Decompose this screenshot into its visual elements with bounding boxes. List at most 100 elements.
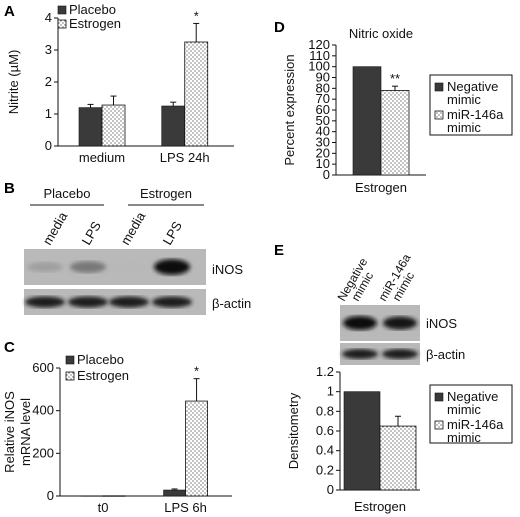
- legend-swatch: [434, 110, 444, 120]
- y-tick-label: 0.4: [316, 443, 334, 458]
- bar-dots: [101, 104, 126, 147]
- y-tick-label: 200: [32, 445, 54, 460]
- y-tick-label: 0.8: [316, 403, 334, 418]
- inos-band: [383, 316, 417, 330]
- blot-e-actin-strip: [340, 343, 420, 365]
- legend-label: mimic: [447, 402, 481, 417]
- y-axis-label: Relative iNOS: [2, 391, 17, 473]
- blot-e-band-actin: β-actin: [426, 347, 465, 362]
- bar-dots: [380, 90, 410, 176]
- inos-band: [154, 259, 190, 275]
- y-tick-label: 70: [316, 91, 330, 106]
- y-tick-label: 600: [32, 360, 54, 375]
- legend-label: miR-146a: [447, 417, 504, 432]
- legend-label: mimic: [447, 92, 481, 107]
- y-tick-label: 120: [308, 37, 330, 52]
- chart-a: 0 1 2 3 4 Nitrite (µM) medium LPS 24h * PlaceboEs…: [6, 2, 234, 165]
- y-tick-label: 40: [316, 124, 330, 139]
- legend-label: Placebo: [69, 2, 116, 17]
- chart-c: 0 200 400 600 Relative iNOS mRNA level t0 LPS 6…: [2, 352, 232, 515]
- bar-dark: [161, 105, 186, 147]
- blot-b-bands: [25, 259, 192, 308]
- blot-e-band-inos: iNOS: [426, 316, 457, 331]
- y-axis-label: Densitometry: [286, 392, 301, 469]
- inos-band: [343, 316, 377, 330]
- y-tick-label: 0: [47, 488, 54, 503]
- blot-b-group-estrogen: Estrogen: [140, 186, 192, 201]
- y-tick-label: 0.6: [316, 423, 334, 438]
- actin-band: [109, 296, 149, 308]
- actin-band: [152, 296, 192, 308]
- y-axis-label: Percent expression: [282, 54, 297, 165]
- category-label: LPS 24h: [160, 150, 210, 165]
- significance-mark: *: [194, 364, 199, 379]
- inos-band: [27, 262, 63, 272]
- bar-dark: [78, 107, 103, 147]
- y-tick-label: 50: [316, 113, 330, 128]
- bar-dots: [379, 425, 417, 491]
- chart-title: Nitric oxide: [349, 26, 413, 41]
- legend-swatch: [434, 420, 444, 430]
- chart-e: 0 0.2 0.4 0.6 0.8 1 1.2 Densitometry Estrogen Neg…: [286, 364, 513, 514]
- category-label: Estrogen: [355, 180, 407, 195]
- bar-dark: [80, 495, 104, 497]
- y-axis-label: mRNA level: [18, 398, 33, 466]
- panel-label-b: B: [4, 180, 15, 197]
- y-tick-label: 60: [316, 102, 330, 117]
- blot-b-lane-3: media: [118, 209, 149, 248]
- y-tick-label: 30: [316, 135, 330, 150]
- y-tick-label: 90: [316, 70, 330, 85]
- blot-b-lane-4: LPS: [160, 218, 185, 247]
- y-tick-label: 110: [309, 48, 330, 63]
- bar-dots: [102, 495, 126, 497]
- actin-band: [342, 349, 378, 359]
- panel-label-d: D: [274, 19, 285, 36]
- y-tick-label: 1: [327, 384, 334, 399]
- blot-b-band-inos: iNOS: [212, 262, 243, 277]
- y-tick-label: 3: [45, 42, 52, 57]
- legend-label: miR-146a: [447, 107, 504, 122]
- legend-swatch: [434, 82, 444, 92]
- y-tick-label: 4: [45, 10, 52, 25]
- blot-b-group-placebo: Placebo: [44, 186, 91, 201]
- y-tick-label: 10: [316, 156, 330, 171]
- panel-label-a: A: [4, 3, 15, 20]
- legend-swatch: [434, 392, 444, 402]
- bar-dots: [184, 41, 209, 147]
- y-tick-label: 0: [323, 167, 330, 182]
- bar-dark: [343, 391, 381, 491]
- legend-label: Negative: [447, 389, 498, 404]
- category-label: medium: [79, 150, 125, 165]
- y-tick-label: 1: [45, 106, 52, 121]
- legend-label: mimic: [447, 430, 481, 445]
- bar-dots: [185, 400, 208, 497]
- legend-swatch: [57, 19, 67, 29]
- y-tick-label: 0: [45, 138, 52, 153]
- panel-e-blot: Negative mimic miR-146a mimic iNOS β-act…: [334, 251, 465, 365]
- blot-b-band-actin: β-actin: [212, 296, 251, 311]
- legend-swatch: [57, 5, 67, 15]
- inos-band: [111, 262, 147, 272]
- legend-box: [429, 384, 513, 444]
- category-label: LPS 6h: [164, 500, 207, 515]
- category-label: t0: [98, 500, 109, 515]
- blot-e-bands: [342, 316, 418, 359]
- legend-swatch: [65, 371, 75, 381]
- legend-label: Estrogen: [69, 16, 121, 31]
- legend-label: Negative: [447, 79, 498, 94]
- inos-band: [70, 261, 106, 273]
- actin-band: [68, 296, 108, 308]
- y-axis-label: Nitrite (µM): [6, 50, 21, 115]
- panel-label-e: E: [274, 242, 284, 259]
- y-tick-label: 0.2: [316, 462, 334, 477]
- significance-mark: *: [194, 8, 199, 23]
- y-tick-label: 0: [327, 482, 334, 497]
- significance-mark: **: [390, 71, 400, 86]
- panel-b-blot: Placebo Estrogen media LPS media LPS iNO…: [24, 186, 251, 315]
- blot-b-lane-2: LPS: [79, 218, 104, 247]
- actin-band: [25, 296, 65, 308]
- y-tick-label: 400: [32, 403, 54, 418]
- bar-dark: [352, 66, 382, 176]
